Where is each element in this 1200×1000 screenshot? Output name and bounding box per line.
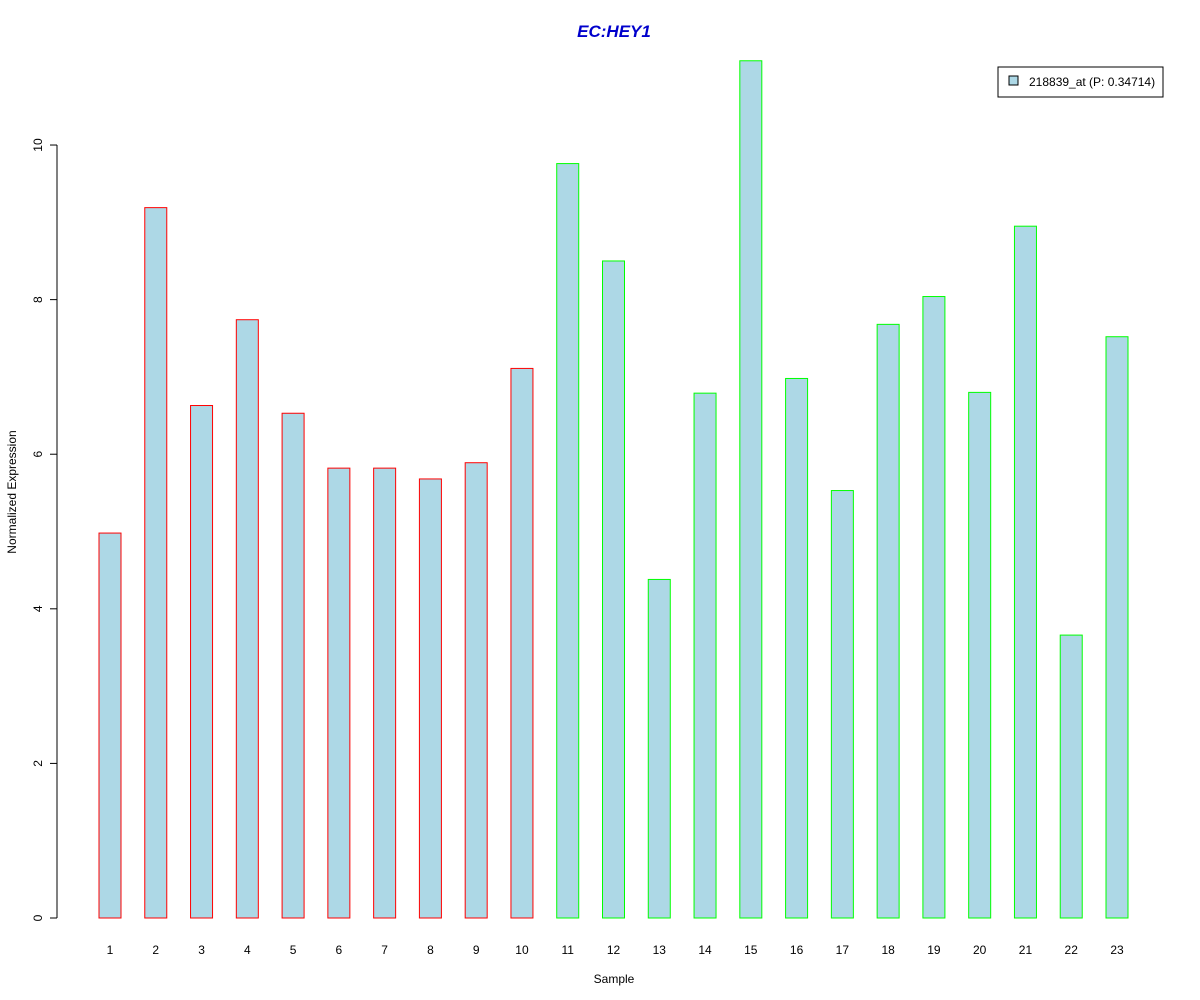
bar-sample-14 (693, 392, 717, 919)
bar-sample-21 (1013, 225, 1037, 919)
bar-sample-3 (190, 405, 214, 919)
x-tick-label: 13 (653, 943, 667, 957)
x-tick-label: 16 (790, 943, 804, 957)
y-tick-label: 2 (31, 760, 45, 767)
x-tick-label: 6 (336, 943, 343, 957)
bar-sample-11 (556, 163, 580, 919)
bar-sample-2 (144, 207, 168, 919)
legend-box (997, 66, 1164, 98)
x-tick-label: 7 (381, 943, 388, 957)
bar-sample-4 (235, 319, 259, 919)
bar-sample-15 (739, 60, 763, 919)
x-tick-label: 19 (927, 943, 941, 957)
x-tick-label: 15 (744, 943, 758, 957)
legend: 218839_at (P: 0.34714) (997, 66, 1164, 98)
x-tick-label: 12 (607, 943, 621, 957)
x-tick-label: 2 (152, 943, 159, 957)
bar-sample-1 (98, 532, 122, 919)
bar-sample-5 (281, 412, 305, 919)
legend-swatch (1008, 75, 1019, 86)
x-tick-label: 22 (1065, 943, 1079, 957)
x-tick-label: 8 (427, 943, 434, 957)
bar-sample-16 (785, 377, 809, 919)
bar-sample-23 (1105, 336, 1129, 919)
bar-sample-17 (830, 490, 854, 919)
x-tick-label: 1 (107, 943, 114, 957)
bar-sample-18 (876, 323, 900, 919)
bar-sample-7 (373, 467, 397, 919)
bar-sample-8 (418, 478, 442, 919)
bar-sample-13 (647, 578, 671, 919)
y-tick-label: 4 (31, 605, 45, 612)
bar-sample-12 (602, 260, 625, 919)
x-tick-label: 4 (244, 943, 251, 957)
x-tick-label: 23 (1110, 943, 1124, 957)
y-axis: 0 2 4 6 8 10 (31, 138, 58, 921)
x-tick-label: 21 (1019, 943, 1033, 957)
bar-sample-19 (922, 296, 946, 919)
bar-sample-10 (510, 367, 534, 919)
x-tick-label: 11 (561, 943, 574, 957)
x-tick-label: 9 (473, 943, 480, 957)
y-axis-title: Normalized Expression (5, 430, 19, 553)
chart-title: EC:HEY1 (577, 22, 651, 41)
x-tick-label: 14 (698, 943, 712, 957)
x-tick-label: 10 (515, 943, 529, 957)
x-tick-label: 3 (198, 943, 205, 957)
bars-group (98, 60, 1129, 919)
y-tick-label: 8 (31, 296, 45, 303)
x-tick-label: 5 (290, 943, 297, 957)
bar-sample-9 (464, 462, 488, 919)
x-tick-label: 18 (881, 943, 895, 957)
y-tick-label: 6 (31, 451, 45, 458)
bar-sample-20 (968, 391, 992, 919)
x-tick-labels: 1 2 3 4 5 6 7 8 9 10 11 12 13 14 15 16 17 18 19 20 21 22 23 (107, 943, 1124, 957)
x-tick-label: 20 (973, 943, 987, 957)
y-tick-label: 0 (31, 914, 45, 921)
x-axis-title: Sample (594, 972, 635, 986)
x-tick-label: 17 (836, 943, 850, 957)
bar-sample-6 (327, 467, 351, 919)
legend-label: 218839_at (P: 0.34714) (1029, 75, 1155, 89)
y-tick-label: 10 (31, 138, 45, 152)
bar-sample-22 (1059, 634, 1083, 919)
